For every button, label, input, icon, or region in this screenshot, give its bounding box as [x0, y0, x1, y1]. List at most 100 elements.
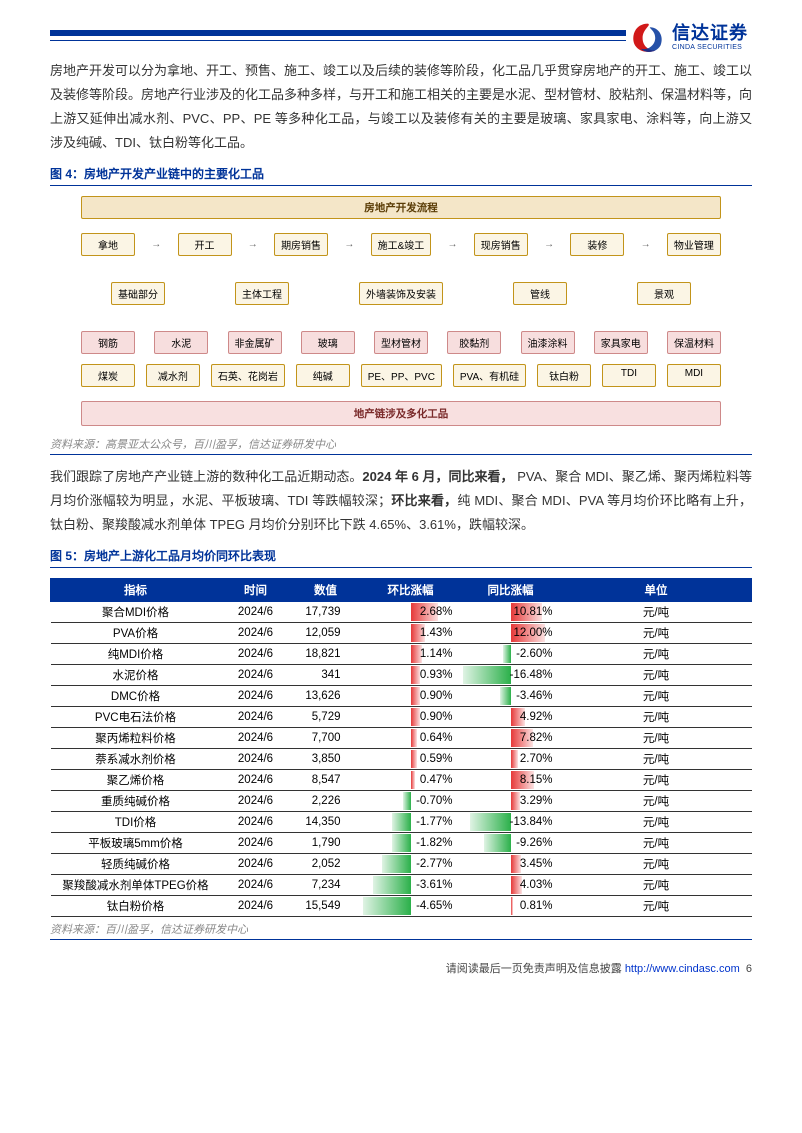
- divider-1: [50, 454, 752, 455]
- cell-name: 钛白粉价格: [51, 896, 221, 917]
- flow-node: 主体工程: [235, 282, 289, 305]
- cell-value: 15,549: [291, 896, 361, 917]
- cell-value: 13,626: [291, 686, 361, 707]
- table-row: 重质纯碱价格2024/62,226-0.70%3.29%元/吨: [51, 791, 752, 812]
- flow-node: 纯碱: [296, 364, 350, 387]
- diagram-header: 房地产开发流程: [81, 196, 721, 219]
- cell-name: PVA价格: [51, 623, 221, 644]
- table-bar-cell: 8.15%: [461, 770, 561, 791]
- cell-name: 聚乙烯价格: [51, 770, 221, 791]
- arrow-icon: →: [344, 233, 354, 256]
- table-header-cell: 指标: [51, 579, 221, 602]
- logo: 信达证券 CINDA SECURITIES: [626, 20, 752, 56]
- cell-unit: 元/吨: [561, 686, 752, 707]
- cell-unit: 元/吨: [561, 833, 752, 854]
- cell-unit: 元/吨: [561, 728, 752, 749]
- table-bar-cell: 0.90%: [361, 686, 461, 707]
- table-bar-cell: 3.29%: [461, 791, 561, 812]
- table-bar-cell: -1.77%: [361, 812, 461, 833]
- cell-unit: 元/吨: [561, 749, 752, 770]
- table-row: 聚丙烯粒料价格2024/67,7000.64%7.82%元/吨: [51, 728, 752, 749]
- table-bar-cell: 0.93%: [361, 665, 461, 686]
- diagram-row-1: 拿地→开工→期房销售→施工&竣工→现房销售→装修→物业管理: [81, 233, 721, 256]
- p2-b1: 2024 年 6 月，同比来看，: [362, 469, 513, 484]
- cell-time: 2024/6: [221, 791, 291, 812]
- flow-node: 家具家电: [594, 331, 648, 354]
- fig4-title: 图 4：房地产开发产业链中的主要化工品: [50, 165, 752, 186]
- table-row: PVC电石法价格2024/65,7290.90%4.92%元/吨: [51, 707, 752, 728]
- divider-2: [50, 939, 752, 940]
- flow-node: 基础部分: [111, 282, 165, 305]
- flow-stage: 装修: [570, 233, 624, 256]
- logo-swirl-icon: [630, 20, 666, 56]
- cell-name: 水泥价格: [51, 665, 221, 686]
- flow-stage: 施工&竣工: [371, 233, 432, 256]
- flow-node: 钛白粉: [537, 364, 591, 387]
- cell-name: 萘系减水剂价格: [51, 749, 221, 770]
- flow-node: 非金属矿: [228, 331, 282, 354]
- cell-value: 3,850: [291, 749, 361, 770]
- table-row: 萘系减水剂价格2024/63,8500.59%2.70%元/吨: [51, 749, 752, 770]
- table-bar-cell: 0.64%: [361, 728, 461, 749]
- flow-node: 钢筋: [81, 331, 135, 354]
- cell-unit: 元/吨: [561, 854, 752, 875]
- table-header-row: 指标时间数值环比涨幅同比涨幅单位: [51, 579, 752, 602]
- table-bar-cell: 10.81%: [461, 602, 561, 623]
- table-row: 聚乙烯价格2024/68,5470.47%8.15%元/吨: [51, 770, 752, 791]
- table-bar-cell: -1.82%: [361, 833, 461, 854]
- cell-name: 重质纯碱价格: [51, 791, 221, 812]
- table-header-cell: 环比涨幅: [361, 579, 461, 602]
- header-bar: 信达证券 CINDA SECURITIES: [50, 30, 752, 36]
- flow-stage: 开工: [178, 233, 232, 256]
- table-row: DMC价格2024/613,6260.90%-3.46%元/吨: [51, 686, 752, 707]
- table-bar-cell: 0.47%: [361, 770, 461, 791]
- arrow-icon: →: [448, 233, 458, 256]
- fig5-title: 图 5：房地产上游化工品月均价同环比表现: [50, 547, 752, 568]
- table-bar-cell: -16.48%: [461, 665, 561, 686]
- cell-time: 2024/6: [221, 686, 291, 707]
- cell-unit: 元/吨: [561, 875, 752, 896]
- cell-value: 1,790: [291, 833, 361, 854]
- table-bar-cell: 4.92%: [461, 707, 561, 728]
- cell-time: 2024/6: [221, 875, 291, 896]
- table-bar-cell: 7.82%: [461, 728, 561, 749]
- cell-unit: 元/吨: [561, 896, 752, 917]
- cell-unit: 元/吨: [561, 770, 752, 791]
- logo-cn: 信达证券: [672, 24, 748, 44]
- cell-name: PVC电石法价格: [51, 707, 221, 728]
- table-header-cell: 数值: [291, 579, 361, 602]
- arrow-icon: →: [248, 233, 258, 256]
- cell-name: TDI价格: [51, 812, 221, 833]
- table-bar-cell: -2.77%: [361, 854, 461, 875]
- flow-node: 保温材料: [667, 331, 721, 354]
- table-bar-cell: -9.26%: [461, 833, 561, 854]
- table-row: 聚羧酸减水剂单体TPEG价格2024/67,234-3.61%4.03%元/吨: [51, 875, 752, 896]
- flow-node: PE、PP、PVC: [361, 364, 442, 387]
- cell-unit: 元/吨: [561, 665, 752, 686]
- page-number: 6: [746, 963, 752, 975]
- page-footer: 请阅读最后一页免责声明及信息披露 http://www.cindasc.com …: [50, 960, 752, 976]
- cell-time: 2024/6: [221, 749, 291, 770]
- table-row: 聚合MDI价格2024/617,7392.68%10.81%元/吨: [51, 602, 752, 623]
- table-bar-cell: 0.90%: [361, 707, 461, 728]
- paragraph-2: 我们跟踪了房地产产业链上游的数种化工品近期动态。2024 年 6 月，同比来看，…: [50, 465, 752, 537]
- cell-time: 2024/6: [221, 770, 291, 791]
- table-row: 水泥价格2024/63410.93%-16.48%元/吨: [51, 665, 752, 686]
- cell-value: 341: [291, 665, 361, 686]
- table-bar-cell: 0.81%: [461, 896, 561, 917]
- arrow-icon: →: [641, 233, 651, 256]
- arrow-icon: →: [544, 233, 554, 256]
- cell-unit: 元/吨: [561, 707, 752, 728]
- footer-link[interactable]: http://www.cindasc.com: [625, 963, 740, 975]
- cell-name: 聚丙烯粒料价格: [51, 728, 221, 749]
- table-header-cell: 时间: [221, 579, 291, 602]
- diagram-row-3: 钢筋水泥非金属矿玻璃型材管材胶黏剂油漆涂料家具家电保温材料: [81, 331, 721, 354]
- cell-value: 12,059: [291, 623, 361, 644]
- cell-value: 2,226: [291, 791, 361, 812]
- flow-node: 管线: [513, 282, 567, 305]
- table-bar-cell: -3.61%: [361, 875, 461, 896]
- table-bar-cell: 1.43%: [361, 623, 461, 644]
- p2-pre: 我们跟踪了房地产产业链上游的数种化工品近期动态。: [50, 469, 362, 484]
- cell-unit: 元/吨: [561, 602, 752, 623]
- flow-stage: 物业管理: [667, 233, 721, 256]
